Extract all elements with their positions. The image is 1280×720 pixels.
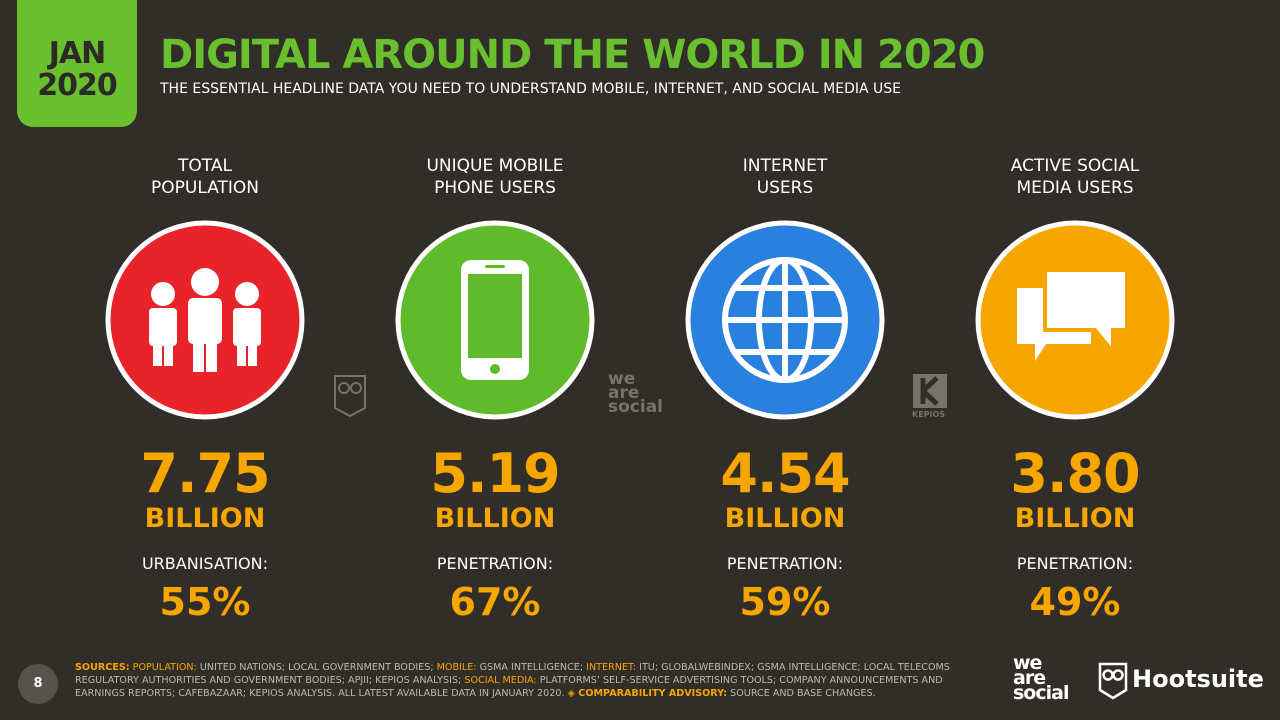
stat-label-line: PHONE USERS	[434, 178, 556, 198]
source-text: UNITED NATIONS; LOCAL GOVERNMENT BODIES;	[199, 662, 434, 673]
stat-label-line: ACTIVE SOCIAL	[1010, 156, 1140, 176]
stat-sub-value: 59%	[739, 580, 831, 624]
stat-unit: BILLION	[434, 503, 556, 534]
stat-label: ACTIVE SOCIAL MEDIA USERS	[930, 155, 1220, 199]
stat-sub-value: 67%	[449, 580, 541, 624]
wm-word: we	[608, 369, 636, 389]
stat-unit: BILLION	[1014, 503, 1136, 534]
stat-label-line: INTERNET	[742, 156, 828, 176]
wm-word: are	[608, 383, 640, 403]
page-number: 8	[18, 664, 58, 704]
owl-watermark	[334, 375, 366, 418]
source-key: INTERNET:	[586, 662, 637, 673]
stat-label: UNIQUE MOBILE PHONE USERS	[350, 155, 640, 199]
source-key: SOCIAL MEDIA:	[464, 675, 537, 686]
advisory-key: ◈ COMPARABILITY ADVISORY:	[567, 688, 728, 699]
stat-icon	[105, 220, 305, 420]
stat-label-line: USERS	[756, 178, 814, 198]
kepios-icon	[913, 374, 947, 408]
we-are-social-logo: we are social	[1013, 652, 1069, 704]
sources: SOURCES: POPULATION: UNITED NATIONS; LOC…	[75, 661, 960, 700]
source-text: PLATFORMS’ SELF-SERVICE ADVERTISING TOOL…	[75, 675, 943, 699]
stat-label-line: TOTAL	[178, 156, 232, 176]
stat-label: TOTAL POPULATION	[60, 155, 350, 199]
sources-heading: SOURCES:	[75, 662, 130, 673]
badge-month: JAN	[48, 36, 107, 71]
stat-sub-value: 49%	[1029, 580, 1121, 624]
source-text: SOURCE AND BASE CHANGES.	[730, 688, 876, 699]
hootsuite-owl	[1098, 662, 1128, 700]
stat-label-line: UNIQUE MOBILE	[426, 156, 564, 176]
stat-unit: BILLION	[724, 503, 846, 534]
badge-year: 2020	[37, 68, 118, 103]
we-are-social-watermark: we are social	[608, 369, 664, 417]
hootsuite-logo: Hootsuite	[1132, 665, 1264, 693]
date-badge: JAN 2020	[17, 0, 137, 127]
wm-word: social	[608, 397, 664, 417]
logo-word: we	[1013, 652, 1042, 674]
source-text: ITU; GLOBALWEBINDEX; GSMA INTELLIGENCE; …	[75, 662, 950, 686]
stat-sub-label: PENETRATION:	[1016, 554, 1134, 573]
stat-sub-label: PENETRATION:	[726, 554, 844, 573]
source-key: MOBILE:	[436, 662, 477, 673]
stat-sub-value: 55%	[159, 580, 251, 624]
logo-word: social	[1013, 682, 1069, 704]
stat-value: 5.19	[430, 442, 560, 505]
logo-word: are	[1013, 667, 1046, 689]
stat-icon	[685, 220, 885, 420]
stat-sub-label: URBANISATION:	[141, 554, 269, 573]
stat-value: 7.75	[140, 442, 270, 505]
kepios-label: KEPIOS	[912, 410, 946, 419]
stat-icon	[395, 220, 595, 420]
stat-unit: BILLION	[144, 503, 266, 534]
subtitle: THE ESSENTIAL HEADLINE DATA YOU NEED TO …	[160, 81, 902, 97]
stat-label-line: MEDIA USERS	[1016, 178, 1134, 198]
stat-value: 4.54	[720, 442, 850, 505]
source-text: GSMA INTELLIGENCE;	[479, 662, 584, 673]
stat-sub-label: PENETRATION:	[436, 554, 554, 573]
stat-value: 3.80	[1010, 442, 1140, 505]
title: DIGITAL AROUND THE WORLD IN 2020	[160, 32, 985, 78]
source-key: POPULATION:	[132, 662, 197, 673]
stat-label-line: POPULATION	[151, 178, 259, 198]
stat-icon	[975, 220, 1175, 420]
stat-label: INTERNET USERS	[640, 155, 930, 199]
